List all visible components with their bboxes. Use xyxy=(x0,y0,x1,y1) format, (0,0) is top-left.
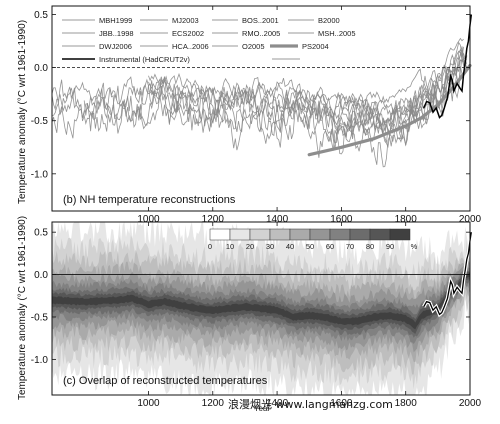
panel-b-ytick-label-1: 0.0 xyxy=(34,63,48,74)
series-line-bos2001 xyxy=(276,66,458,137)
panel-b-legend: MBH1999 MJ2003 BOS..2001 B2000 JBB..1998… xyxy=(62,16,356,64)
panel-c-ytick-label-2: -0.5 xyxy=(31,312,49,323)
panel-b-ticks: 1000 1200 1400 1600 1800 2000 0.5 0.0 -0.5 -1.0 xyxy=(31,6,482,225)
panel-c-ylabel: Temperature anomaly (°C wrt 1961-1990) xyxy=(17,216,28,400)
panel-c-colorbar: 0 10 20 30 40 50 60 70 80 90% xyxy=(208,228,418,251)
colorbar-label-60: 60 xyxy=(326,242,334,251)
panel-c-xtick-label-1400: 1400 xyxy=(266,398,289,409)
legend-label-ecs2002: ECS2002 xyxy=(172,29,204,38)
panel-c-ticks: 1000 1200 1400 1600 1800 2000 0.5 0.0 -0.5 -1.0 xyxy=(31,222,482,409)
colorbar-swatch-70 xyxy=(349,228,371,241)
panel-c-overlap-bands xyxy=(52,222,470,395)
legend-label-instrumental: Instrumental (HadCRUT2v) xyxy=(99,55,190,64)
panel-b-xtick-label-2000: 2000 xyxy=(459,214,482,225)
panel-b-xtick-label-1200: 1200 xyxy=(202,214,225,225)
legend-label-mj2003: MJ2003 xyxy=(172,16,199,25)
panel-b-xtick-label-1400: 1400 xyxy=(266,214,289,225)
panel-c-xtick-label-2000: 2000 xyxy=(459,398,482,409)
legend-label-ps2004: PS2004 xyxy=(302,42,329,51)
panel-c-overlap: 1000 1200 1400 1600 1800 2000 0.5 0.0 -0.5 -1.0 0… xyxy=(17,216,482,413)
colorbar-swatch-40 xyxy=(289,228,311,241)
panel-b-nh-reconstructions: 1000 1200 1400 1600 1800 2000 0.5 0.0 -0.5 -1.0 M… xyxy=(17,5,482,225)
legend-label-rmo2005: RMO..2005 xyxy=(242,29,280,38)
panel-c-xtick-label-1000: 1000 xyxy=(137,398,160,409)
colorbar-swatch-30 xyxy=(269,228,291,241)
instrumental-line-c xyxy=(423,232,472,316)
panel-c-frame xyxy=(51,221,471,396)
colorbar-swatch-60 xyxy=(329,228,351,241)
legend-label-msh2005: MSH..2005 xyxy=(318,29,356,38)
panel-c-label: (c) Overlap of reconstructed temperature… xyxy=(63,375,268,387)
colorbar-swatch-80 xyxy=(369,228,391,241)
colorbar-label-40: 40 xyxy=(286,242,294,251)
panel-c-xtick-label-1600: 1600 xyxy=(330,398,353,409)
colorbar-label-50: 50 xyxy=(306,242,314,251)
series-line-o2005 xyxy=(341,59,467,134)
series-line-msh2005 xyxy=(51,46,464,151)
legend-label-b2000: B2000 xyxy=(318,16,340,25)
overlap-band-90 xyxy=(52,272,470,330)
panel-c-xtick-label-1200: 1200 xyxy=(202,398,225,409)
colorbar-swatch-90 xyxy=(389,228,411,241)
legend-label-mbh1999: MBH1999 xyxy=(99,16,132,25)
panel-b-xtick-label-1600: 1600 xyxy=(330,214,353,225)
instrumental-line-b xyxy=(423,14,473,119)
panel-b-ytick-label-2: -0.5 xyxy=(31,116,49,127)
colorbar-swatch-50 xyxy=(309,228,331,241)
panel-b-label: (b) NH temperature reconstructions xyxy=(63,194,236,206)
panel-b-xtick-label-1000: 1000 xyxy=(137,214,160,225)
colorbar-label-10: 10 xyxy=(226,242,234,251)
colorbar-unit: % xyxy=(411,242,418,251)
panel-b-ylabel: Temperature anomaly (°C wrt 1961-1990) xyxy=(17,20,28,204)
panel-c-ytick-label-3: -1.0 xyxy=(31,355,49,366)
panel-b-frame xyxy=(51,5,471,212)
colorbar-label-90: 90 xyxy=(386,242,394,251)
watermark-text: 浪漫烟光 www.langmanzg.com xyxy=(228,397,393,411)
panel-b-ytick-label-3: -1.0 xyxy=(31,169,49,180)
colorbar-label-20: 20 xyxy=(246,242,254,251)
panel-b-xtick-label-1800: 1800 xyxy=(395,214,418,225)
colorbar-label-70: 70 xyxy=(346,242,354,251)
panel-c-ytick-label-0: 0.5 xyxy=(34,228,48,239)
legend-label-jbb1998: JBB..1998 xyxy=(99,29,134,38)
legend-label-dwj2006: DWJ2006 xyxy=(99,42,132,51)
legend-label-o2005: O2005 xyxy=(242,42,265,51)
panel-c-xtick-label-1800: 1800 xyxy=(395,398,418,409)
ps2004-line xyxy=(307,63,472,157)
legend-label-bos2001: BOS..2001 xyxy=(242,16,279,25)
panel-c-ytick-label-1: 0.0 xyxy=(34,270,48,281)
colorbar-swatch-10 xyxy=(229,228,251,241)
colorbar-label-80: 80 xyxy=(366,242,374,251)
colorbar-label-30: 30 xyxy=(266,242,274,251)
panel-b-ytick-label-0: 0.5 xyxy=(34,10,48,21)
legend-label-hca2006: HCA..2006 xyxy=(172,42,209,51)
colorbar-label-0: 0 xyxy=(208,242,212,251)
colorbar-swatch-20 xyxy=(249,228,271,241)
series-line-dwj2006 xyxy=(51,58,468,147)
colorbar-swatch-0 xyxy=(209,228,231,241)
panel-c-xlabel: Year xyxy=(254,404,271,413)
